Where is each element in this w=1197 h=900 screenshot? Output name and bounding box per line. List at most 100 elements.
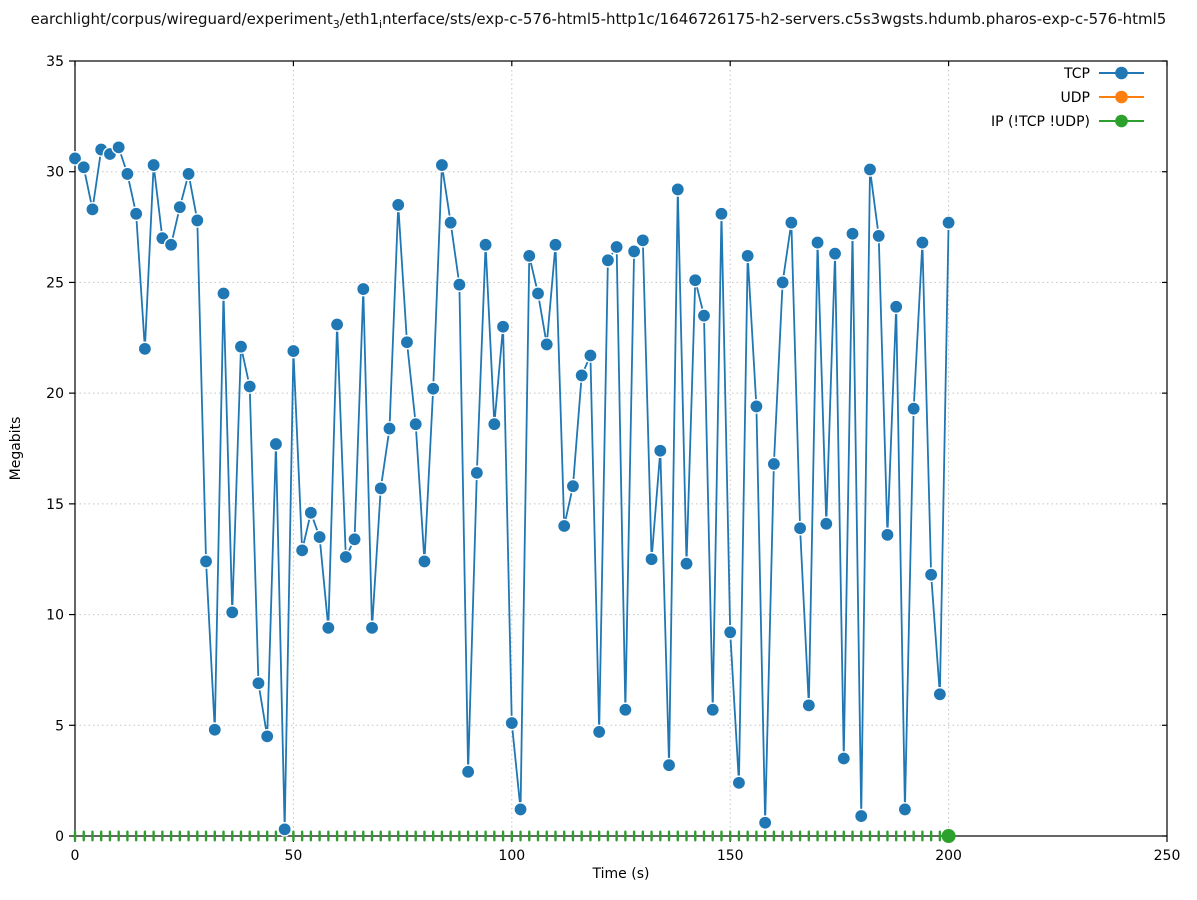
ip-point-sliver xyxy=(676,830,679,842)
ip-point-sliver xyxy=(335,830,339,842)
ip-point-sliver xyxy=(222,830,225,842)
ip-point-sliver xyxy=(702,830,706,842)
tcp-point xyxy=(635,233,651,248)
ip-point-sliver xyxy=(720,830,723,842)
ip-point-sliver xyxy=(580,830,583,842)
tcp-point xyxy=(172,199,188,215)
ip-point-sliver xyxy=(370,830,374,842)
tcp-point xyxy=(198,554,214,569)
ip-point-sliver xyxy=(265,830,269,842)
tcp-point xyxy=(818,516,834,532)
ip-point-sliver xyxy=(589,830,592,842)
tcp-point xyxy=(915,235,930,250)
tcp-point xyxy=(216,286,231,301)
ip-point-sliver xyxy=(100,830,103,842)
tcp-point xyxy=(224,605,240,620)
tcp-point xyxy=(312,529,327,545)
tcp-point xyxy=(67,151,83,166)
ip-point-sliver xyxy=(571,830,575,842)
tcp-point xyxy=(128,206,144,222)
ip-point-sliver xyxy=(169,830,173,842)
ip-point-sliver xyxy=(431,830,435,842)
x-tick-label: 50 xyxy=(284,848,302,864)
ip-point-sliver xyxy=(187,830,190,842)
tcp-point xyxy=(539,337,555,352)
ip-series-last-point xyxy=(941,829,956,843)
ip-point-sliver xyxy=(842,830,845,842)
ip-point-sliver xyxy=(405,830,409,842)
ip-point-sliver xyxy=(126,830,129,842)
tcp-point xyxy=(661,757,677,773)
tcp-point xyxy=(163,237,179,253)
tcp-point xyxy=(941,215,956,230)
tcp-point xyxy=(434,157,450,173)
chart-title-container: earchlight/corpus/wireguard/experiment3/… xyxy=(0,8,1197,38)
legend-marker-icon xyxy=(1115,114,1128,128)
ip-point-sliver xyxy=(414,830,417,842)
tcp-point xyxy=(504,715,520,731)
ip-point-sliver xyxy=(196,830,199,842)
tcp-point xyxy=(880,527,895,543)
ip-point-sliver xyxy=(397,830,400,842)
ip-point-sliver xyxy=(606,830,610,842)
y-tick-label: 10 xyxy=(46,608,64,624)
ip-point-sliver xyxy=(615,830,618,842)
ip-point-sliver xyxy=(213,830,216,842)
ip-point-sliver xyxy=(152,830,155,842)
legend-entry-tcp: TCP xyxy=(1063,66,1144,82)
ip-point-sliver xyxy=(484,830,487,842)
ip-point-sliver xyxy=(763,830,767,842)
tcp-point xyxy=(347,531,362,547)
x-tick-label: 150 xyxy=(717,848,744,864)
tcp-point xyxy=(277,822,292,837)
tcp-point xyxy=(355,281,371,297)
tcp-point xyxy=(548,237,563,253)
ip-point-sliver xyxy=(816,830,819,842)
tcp-point xyxy=(399,334,415,350)
tcp-point xyxy=(888,299,904,315)
tcp-point xyxy=(530,286,546,301)
ip-point-sliver xyxy=(798,830,802,842)
tcp-point xyxy=(286,343,301,359)
ip-point-sliver xyxy=(833,830,837,842)
ip-point-sliver xyxy=(239,830,243,842)
ip-point-sliver xyxy=(729,830,732,842)
tcp-point xyxy=(469,465,485,481)
tcp-point xyxy=(268,436,284,452)
ip-point-sliver xyxy=(117,830,120,842)
tcp-point xyxy=(294,543,310,558)
x-tick-label: 250 xyxy=(1154,848,1181,864)
ip-point-sliver xyxy=(501,830,505,842)
x-tick-label: 100 xyxy=(498,848,525,864)
title-text: nterface/sts/exp-c-576-html5-http1c/1646… xyxy=(382,10,1167,28)
tcp-point xyxy=(85,202,100,217)
tcp-point xyxy=(827,246,843,261)
ip-point-sliver xyxy=(868,830,872,842)
ip-point-sliver xyxy=(929,830,933,842)
ip-point-sliver xyxy=(737,830,741,842)
ip-point-sliver xyxy=(781,830,784,842)
legend-label: IP (!TCP !UDP) xyxy=(991,114,1090,130)
ip-point-sliver xyxy=(362,830,365,842)
ip-point-sliver xyxy=(510,830,513,842)
tcp-point xyxy=(862,162,878,177)
ip-point-sliver xyxy=(528,830,531,842)
ip-point-sliver xyxy=(257,830,260,842)
tcp-point xyxy=(906,401,921,416)
tcp-point xyxy=(766,456,782,472)
ip-point-sliver xyxy=(632,830,636,842)
ip-point-sliver xyxy=(292,830,295,842)
ip-point-sliver xyxy=(772,830,776,842)
ip-point-sliver xyxy=(894,830,898,842)
tcp-point xyxy=(714,206,729,222)
tcp-point xyxy=(574,368,589,383)
tcp-point xyxy=(76,159,92,175)
ip-point-sliver xyxy=(860,830,863,842)
tcp-point xyxy=(618,702,633,718)
ip-point-sliver xyxy=(912,830,915,842)
ip-point-sliver xyxy=(903,830,907,842)
tcp-point xyxy=(871,228,887,244)
tcp-point xyxy=(251,675,266,691)
ip-point-sliver xyxy=(388,830,391,842)
tcp-point xyxy=(521,248,537,264)
